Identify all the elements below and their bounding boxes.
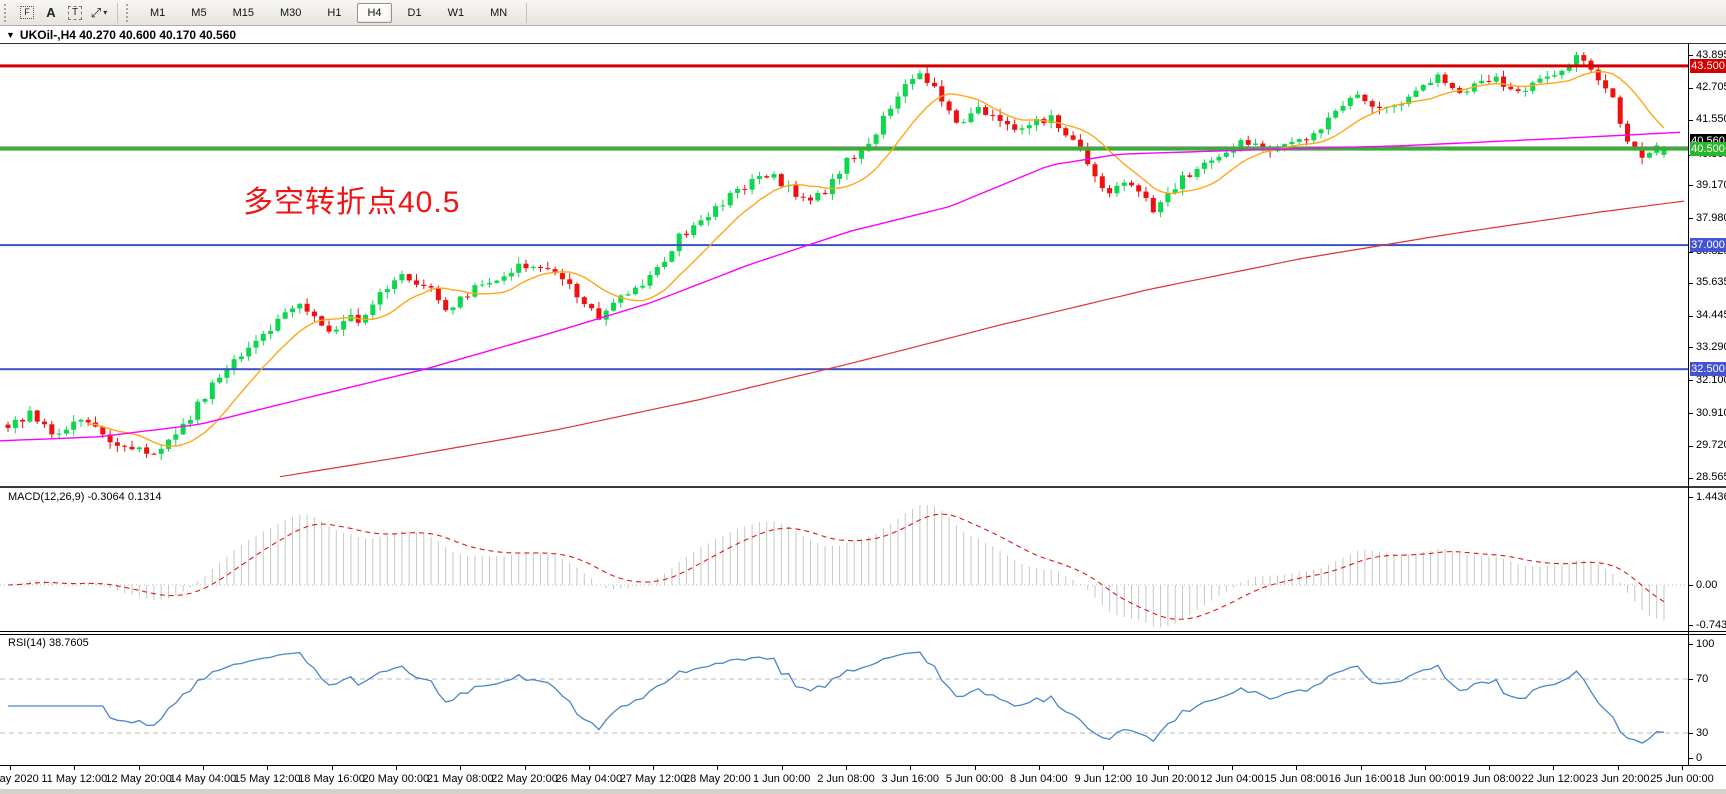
rsi-axis-label: 70 (1696, 672, 1709, 685)
timeframe-button-h1[interactable]: H1 (317, 3, 351, 23)
price-tick-label: 41.550 (1696, 113, 1726, 126)
time-label: 3 Jun 16:00 (881, 773, 940, 785)
price-line-label: 43.500 (1690, 58, 1726, 73)
price-tick-label: 34.445 (1696, 309, 1726, 321)
symbol-title: ▼ UKOil-,H4 40.270 40.600 40.170 40.560 (6, 28, 236, 42)
rsi-pane[interactable] (0, 633, 1688, 765)
time-label: 26 May 04:00 (555, 773, 623, 785)
time-label: 14 May 04:00 (169, 773, 237, 785)
time-label: 5 Jun 00:00 (945, 773, 1004, 785)
timeframe-button-m30[interactable]: M30 (270, 3, 311, 23)
toolbar-grip[interactable] (126, 3, 132, 22)
main-chart-pane[interactable] (0, 43, 1688, 487)
macd-label: MACD(12,26,9) -0.3064 0.1314 (8, 491, 162, 503)
price-tick-label: 32.100 (1696, 373, 1726, 386)
time-label: 27 May 12:00 (619, 773, 687, 785)
text-tool-button[interactable]: A (39, 2, 63, 24)
price-line-label: 40.500 (1690, 141, 1726, 156)
time-label: 20 May 00:00 (362, 773, 430, 785)
text-tool-icon: A (46, 5, 56, 20)
rsi-axis-label: 0 (1696, 751, 1703, 764)
time-label: 18 May 16:00 (298, 773, 365, 785)
time-label: 22 Jun 12:00 (1521, 773, 1586, 785)
timeframe-button-w1[interactable]: W1 (438, 3, 475, 23)
time-label: 11 May 12:00 (41, 773, 108, 785)
price-tick-label: 37.980 (1696, 211, 1726, 224)
panel-separator[interactable] (0, 631, 1726, 635)
axis-divider (1688, 43, 1689, 765)
arrows-tool-button[interactable]: ⤢ ▾ (87, 2, 111, 24)
price-tick-label: 35.635 (1696, 276, 1726, 289)
time-label: 2 Jun 08:00 (817, 773, 875, 785)
label-tool-button[interactable]: T (63, 2, 87, 24)
price-tick-label: 29.720 (1696, 439, 1726, 452)
toolbar: F A T ⤢ ▾ M1 M5 M15 M30 H1 H4 D1 W1 MN (0, 0, 1726, 26)
time-label: 15 Jun 08:00 (1264, 773, 1328, 785)
time-label: 10 Jun 20:00 (1135, 773, 1200, 785)
toolbar-separator (117, 2, 118, 23)
toolbar-separator (526, 2, 528, 23)
timeframe-button-mn[interactable]: MN (480, 3, 517, 23)
label-tool-icon: T (67, 5, 83, 20)
macd-axis-label: 1.4436 (1696, 490, 1726, 503)
dropdown-arrow-icon: ▾ (103, 8, 108, 17)
price-tick-label: 30.910 (1696, 406, 1726, 419)
price-tick-label: 43.895 (1696, 48, 1726, 61)
rsi-axis-label: 30 (1696, 726, 1709, 739)
panel-separator[interactable] (0, 486, 1726, 488)
time-label: 15 May 12:00 (233, 773, 301, 785)
time-label: 28 May 20:00 (684, 773, 751, 785)
time-label: 16 Jun 16:00 (1328, 773, 1393, 785)
time-label: 22 May 20:00 (491, 773, 558, 785)
timeframe-button-d1[interactable]: D1 (398, 3, 432, 23)
symbol-ohlc-text: UKOil-,H4 40.270 40.600 40.170 40.560 (19, 28, 237, 42)
chart-annotation[interactable]: 多空转折点40.5 (243, 186, 461, 219)
time-label: 21 May 08:00 (426, 773, 494, 785)
fibo-tool-icon: F (20, 6, 34, 19)
rsi-label: RSI(14) 38.7605 (8, 637, 89, 649)
time-label: 25 Jun 00:00 (1650, 773, 1714, 785)
price-tick-label: 28.565 (1696, 471, 1726, 484)
time-label: 12 Jun 04:00 (1200, 773, 1264, 785)
toolbar-grip[interactable] (4, 3, 10, 22)
arrows-tool-icon: ⤢ (90, 4, 102, 20)
timeframe-button-m15[interactable]: M15 (223, 3, 264, 23)
time-label: 1 Jun 00:00 (752, 773, 811, 785)
rsi-axis-label: 100 (1696, 637, 1715, 650)
time-label: 8 May 2020 (0, 773, 39, 785)
timeframe-button-m1[interactable]: M1 (140, 3, 175, 23)
time-label: 18 Jun 00:00 (1392, 773, 1457, 785)
timeframe-button-m5[interactable]: M5 (181, 3, 216, 23)
chart-frame-top (0, 43, 1726, 44)
price-tick-label: 39.170 (1696, 178, 1726, 191)
fibo-tool-button[interactable]: F (15, 2, 39, 24)
timeframe-buttons: M1 M5 M15 M30 H1 H4 D1 W1 MN (137, 2, 520, 23)
time-label: 8 Jun 04:00 (1010, 773, 1068, 785)
macd-pane[interactable] (0, 488, 1688, 631)
timeframe-button-h4[interactable]: H4 (357, 2, 392, 23)
price-axis: 40.36036.82543.89542.70541.55039.17037.9… (1689, 43, 1726, 765)
price-tick-label: 33.290 (1696, 340, 1726, 353)
price-tick-label: 42.705 (1696, 81, 1726, 94)
collapse-icon[interactable]: ▼ (6, 30, 15, 40)
time-label: 12 May 20:00 (105, 773, 172, 785)
price-line-label: 32.500 (1690, 362, 1726, 377)
time-label: 19 Jun 08:00 (1457, 773, 1521, 785)
bottom-scroll-area[interactable] (0, 789, 1726, 794)
macd-axis-label: 0.00 (1696, 578, 1718, 591)
time-label: 9 Jun 12:00 (1074, 773, 1132, 785)
time-label: 23 Jun 20:00 (1585, 773, 1650, 785)
price-line-label: 37.000 (1690, 238, 1726, 253)
